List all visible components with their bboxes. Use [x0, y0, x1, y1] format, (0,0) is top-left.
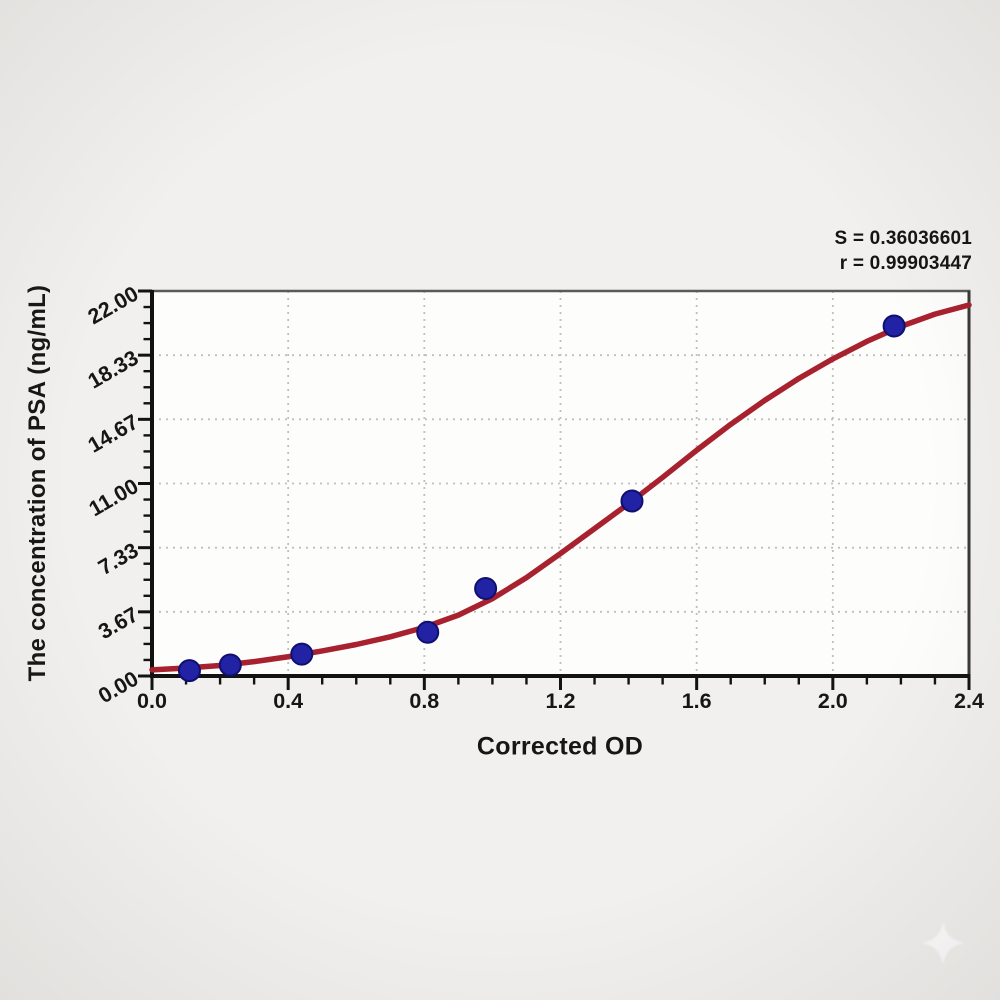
- y-tick-label: 22.00: [84, 282, 143, 330]
- y-axis-title: The concentration of PSA (ng/mL): [24, 284, 51, 682]
- data-point: [416, 620, 440, 644]
- y-tick-label: 3.67: [94, 602, 142, 644]
- y-tick-label: 7.33: [94, 538, 142, 580]
- data-point: [620, 489, 644, 513]
- data-point: [882, 314, 906, 338]
- stat-r-value: r = 0.99903447: [839, 253, 972, 274]
- x-tick-label: 0.4: [273, 689, 303, 713]
- x-tick-label: 1.6: [682, 689, 712, 713]
- y-tick-label: 18.33: [84, 346, 143, 394]
- data-point: [218, 653, 242, 677]
- x-tick-label: 0.8: [409, 689, 439, 713]
- y-tick-label: 14.67: [84, 410, 143, 458]
- x-tick-label: 0.0: [137, 689, 167, 713]
- data-point: [290, 642, 314, 666]
- y-tick-label: 11.00: [85, 474, 143, 521]
- x-tick-label: 2.0: [818, 689, 848, 713]
- x-axis-title: Corrected OD: [476, 732, 644, 761]
- data-point: [474, 577, 498, 600]
- x-tick-label: 1.2: [546, 689, 576, 713]
- standard-curve: [149, 302, 972, 673]
- data-point: [177, 659, 201, 683]
- fit-statistics: S = 0.36036601 r = 0.99903447: [834, 226, 972, 276]
- stat-s-value: S = 0.36036601: [834, 228, 972, 249]
- sparkle-watermark-icon: [921, 921, 965, 965]
- x-tick-label: 2.4: [954, 689, 984, 713]
- y-tick-label: 0.00: [94, 667, 142, 709]
